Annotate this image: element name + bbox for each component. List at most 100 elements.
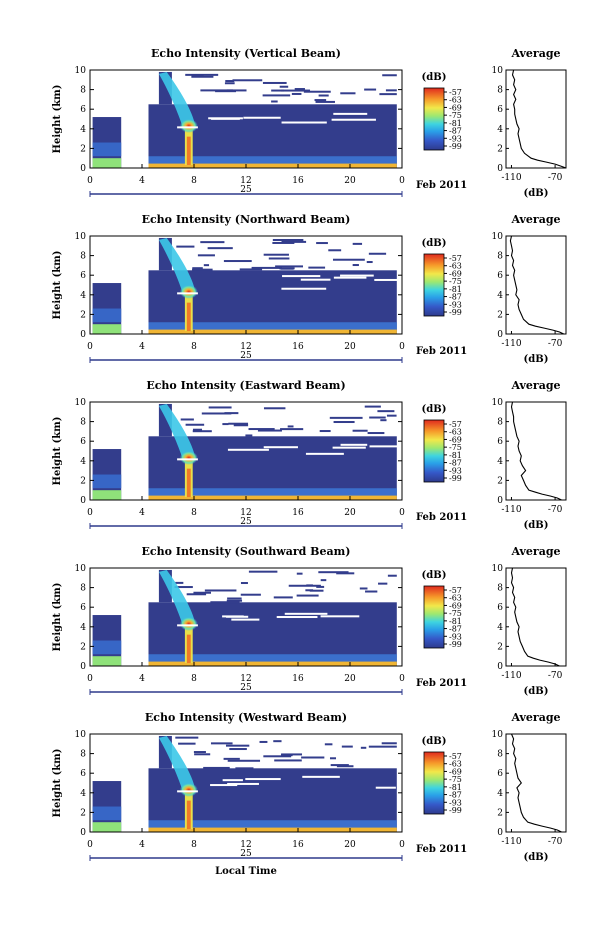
echo-column-core — [186, 302, 191, 332]
echo-strip — [316, 242, 328, 245]
x-tick-label: 0 — [87, 342, 93, 352]
echo-strip — [194, 753, 211, 756]
echo-strip — [229, 748, 247, 751]
colorbar-tick-label: -75 — [449, 277, 462, 286]
average-y-tick-label: 2 — [497, 476, 503, 486]
average-y-tick-label: 6 — [497, 437, 503, 447]
echo-strip — [273, 740, 282, 743]
echo-hotspot — [179, 284, 198, 299]
echo-strip — [341, 745, 353, 748]
echo-column-core — [186, 468, 191, 498]
echo-strip — [235, 767, 254, 770]
data-gap-line — [340, 443, 368, 446]
echo-column-core — [186, 136, 191, 166]
x-tick-label: 8 — [191, 176, 197, 186]
y-tick-label: 2 — [80, 476, 86, 486]
panel-title: Echo Intensity (Vertical Beam) — [151, 47, 341, 60]
average-y-tick-label: 0 — [497, 496, 503, 506]
echo-strip — [193, 751, 206, 754]
echo-column-core — [186, 800, 191, 830]
panel-3: Echo Intensity (Eastward Beam) Height (km… — [52, 379, 567, 531]
echo-band-early — [92, 640, 122, 655]
heatmap-body — [92, 402, 398, 500]
average-y-tick-label: 10 — [492, 564, 504, 574]
echo-strip — [301, 756, 325, 759]
y-tick-label: 4 — [80, 291, 86, 301]
y-tick-label: 10 — [75, 730, 87, 740]
echo-strip — [281, 240, 307, 243]
echo-strip — [319, 430, 331, 433]
echo-strip — [263, 755, 292, 758]
echo-strip — [200, 241, 225, 244]
echo-strip — [275, 265, 304, 268]
date-day-label: 25 — [240, 849, 252, 859]
data-gap-line — [332, 446, 366, 449]
echo-plume — [158, 71, 196, 126]
average-y-tick-label: 6 — [497, 769, 503, 779]
x-tick-label: 12 — [240, 674, 251, 684]
echo-strip — [378, 582, 388, 585]
y-tick-label: 10 — [75, 398, 87, 408]
colorbar-unit: (dB) — [422, 736, 447, 747]
echo-strip — [180, 418, 194, 421]
data-gap-line — [281, 287, 327, 290]
y-tick-label: 2 — [80, 310, 86, 320]
colorbar-tick-label: -87 — [449, 791, 462, 800]
colorbar-tick-label: -57 — [449, 586, 462, 595]
x-tick-label: 0 — [87, 508, 93, 518]
colorbar-unit: (dB) — [422, 570, 447, 581]
echo-strip — [315, 100, 335, 103]
average-y-tick-label: 0 — [497, 662, 503, 672]
average-x-tick-label: -110 — [501, 505, 521, 515]
echo-strip — [274, 759, 302, 762]
x-tick-label: 16 — [292, 508, 304, 518]
data-gap-line — [231, 618, 260, 621]
data-gap-line — [374, 278, 416, 281]
x-tick-label: 20 — [344, 508, 356, 518]
echo-strip — [248, 570, 278, 573]
x-tick-label: 8 — [191, 342, 197, 352]
data-gap-line — [227, 448, 269, 451]
average-x-label: (dB) — [524, 188, 549, 199]
echo-hotspot — [179, 118, 198, 133]
date-day-label: 25 — [240, 517, 252, 527]
x-tick-label: 4 — [139, 342, 145, 352]
colorbar-unit: (dB) — [422, 238, 447, 249]
data-gap-line — [333, 276, 367, 279]
colorbar-tick-label: -63 — [449, 428, 462, 437]
colorbar-tick-label: -63 — [449, 760, 462, 769]
data-gap-line — [208, 117, 243, 120]
y-tick-label: 6 — [80, 271, 86, 281]
echo-strip — [240, 582, 248, 585]
echo-strip — [175, 736, 199, 739]
echo-strip — [203, 264, 210, 267]
panel-title: Echo Intensity (Eastward Beam) — [146, 379, 345, 392]
average-y-tick-label: 6 — [497, 603, 503, 613]
echo-strip — [364, 405, 381, 408]
echo-strip — [191, 74, 204, 77]
echo-band-surface — [148, 827, 397, 832]
echo-plume — [158, 237, 196, 292]
echo-strip — [262, 81, 287, 84]
echo-strip — [309, 589, 324, 592]
data-gap-line — [375, 786, 396, 789]
data-gap-line — [284, 612, 328, 615]
average-frame — [505, 69, 567, 169]
date-month-label: Feb 2011 — [416, 346, 467, 357]
echo-strip — [226, 89, 247, 92]
average-x-tick-label: -70 — [548, 339, 563, 349]
average-y-tick-label: 2 — [497, 808, 503, 818]
echo-strip — [280, 428, 304, 431]
panel-title: Echo Intensity (Westward Beam) — [145, 711, 347, 724]
average-y-tick-label: 4 — [497, 789, 503, 799]
echo-strip — [201, 412, 232, 415]
echo-strip — [245, 434, 253, 437]
y-axis-label: Height (km) — [52, 417, 63, 486]
echo-strip — [227, 759, 261, 762]
y-axis-label: Height (km) — [52, 749, 63, 818]
average-x-label: (dB) — [524, 852, 549, 863]
colorbar-tick-label: -99 — [449, 308, 462, 317]
y-tick-label: 0 — [80, 330, 86, 340]
heatmap-body — [92, 568, 397, 666]
